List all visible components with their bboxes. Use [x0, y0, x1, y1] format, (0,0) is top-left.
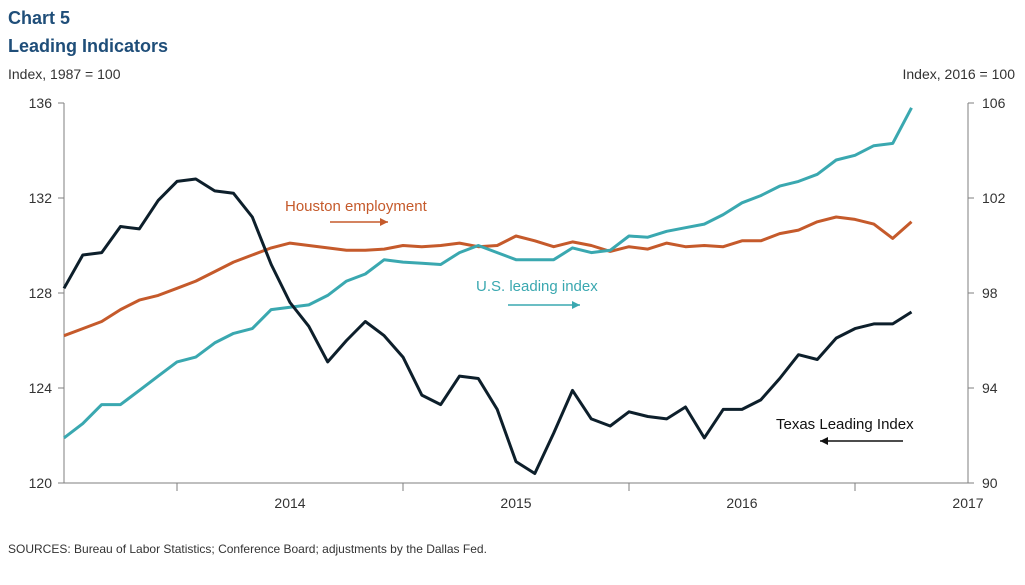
x-tick-label: 2014	[274, 495, 305, 511]
chart-subtitle: Leading Indicators	[8, 36, 169, 56]
texas-annotation: Texas Leading Index	[776, 416, 914, 433]
texas-arrow-head	[820, 437, 828, 445]
x-tick-label: 2016	[726, 495, 757, 511]
left-y-tick-label: 136	[29, 95, 53, 111]
series-line-u-s-leading-index	[63, 107, 913, 440]
right-y-tick-label: 94	[982, 380, 998, 396]
left-y-tick-label: 120	[29, 475, 53, 491]
series-line-houston-employment	[63, 215, 913, 338]
x-tick-label: 2015	[500, 495, 531, 511]
right-axis-label: Index, 2016 = 100	[902, 66, 1016, 82]
right-y-tick-label: 102	[982, 190, 1006, 206]
right-y-tick-label: 98	[982, 285, 998, 301]
left-y-tick-label: 132	[29, 190, 53, 206]
right-y-tick-label: 106	[982, 95, 1006, 111]
left-axis-label: Index, 1987 = 100	[8, 66, 121, 82]
right-y-tick-label: 90	[982, 475, 998, 491]
left-y-tick-label: 128	[29, 285, 53, 301]
left-y-tick-label: 124	[29, 380, 53, 396]
chart-title: Chart 5	[8, 8, 71, 28]
houston-arrow-head	[380, 218, 388, 226]
us-arrow-head	[572, 301, 580, 309]
source-note: SOURCES: Bureau of Labor Statistics; Con…	[8, 542, 487, 556]
houston-annotation: Houston employment	[285, 198, 428, 215]
x-tick-label: 2017	[952, 495, 983, 511]
series-line-texas-leading-index	[62, 177, 913, 475]
us-annotation: U.S. leading index	[476, 278, 598, 295]
